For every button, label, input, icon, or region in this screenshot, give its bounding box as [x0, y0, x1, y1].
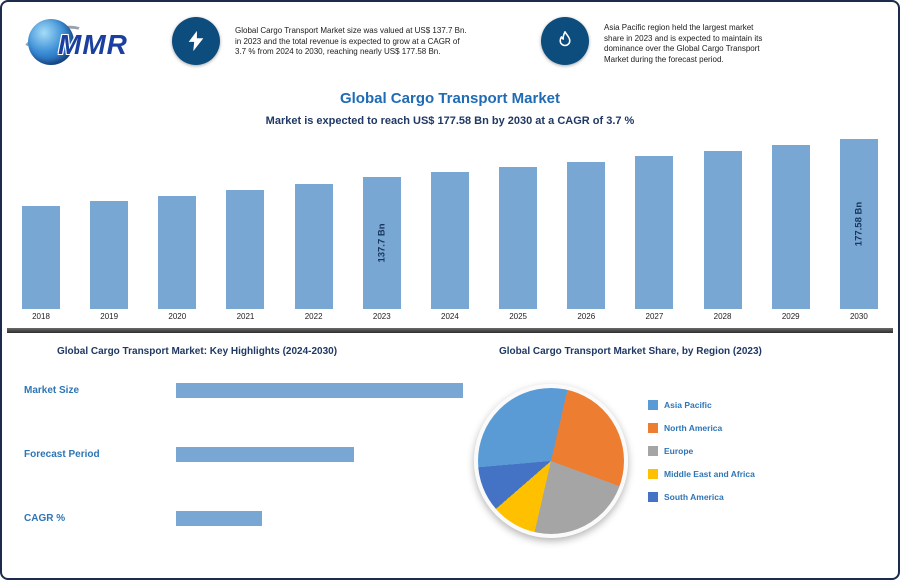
section-heading-right: Global Cargo Transport Market Share, by … — [499, 346, 762, 357]
bar-year-label: 2027 — [645, 312, 664, 321]
highlight-row: Forecast Period — [24, 446, 479, 462]
bar-year-label: 2021 — [236, 312, 255, 321]
bar — [158, 196, 197, 309]
fact1-line1: Global Cargo Transport Market size was v… — [235, 26, 467, 35]
fact2-line2: share in 2023 and is expected to maintai… — [604, 33, 763, 43]
mmr-logo: MMR — [15, 12, 160, 77]
bar-year-label: 2018 — [32, 312, 50, 321]
bar-column: 2029 — [771, 135, 810, 324]
bar-year-label: 2028 — [713, 312, 732, 321]
globe-icon — [28, 19, 74, 65]
highlights-bar-chart: Market Size Forecast Period CAGR % — [24, 382, 479, 574]
bar: 137.7 Bn — [362, 177, 401, 309]
bar — [226, 190, 265, 309]
pie-legend: Asia Pacific North America Europe Middle Ea… — [648, 400, 755, 515]
highlight-bar — [176, 382, 463, 398]
bar-column: 2028 — [703, 135, 742, 324]
logo-text: MMR — [58, 29, 128, 60]
flame-icon — [541, 17, 589, 65]
legend-label: Middle East and Africa — [664, 469, 755, 479]
highlight-row: Market Size — [24, 382, 479, 398]
bar-year-label: 2019 — [100, 312, 119, 321]
legend-label: Europe — [664, 446, 694, 456]
bar-year-label: 2026 — [577, 312, 596, 321]
bar-year-label: 2023 — [372, 312, 391, 321]
bar-column: 2027 — [635, 135, 674, 324]
bar-year-label: 2025 — [509, 312, 527, 321]
fact1-line3: 3.7 % from 2024 to 2030, reaching nearly… — [235, 47, 441, 56]
fact2-line1: Asia Pacific region held the largest mar… — [604, 23, 754, 32]
bar-column: 2022 — [294, 135, 333, 324]
highlight-label: Market Size — [24, 384, 80, 396]
highlight-row: CAGR % — [24, 510, 479, 526]
bar — [567, 162, 606, 309]
highlight-label: CAGR % — [24, 512, 66, 524]
page-title: Global Cargo Transport Market — [339, 90, 561, 107]
legend-swatch — [648, 400, 658, 410]
highlight-label: Forecast Period — [24, 448, 100, 460]
legend-label: Asia Pacific — [664, 400, 712, 410]
section-divider — [7, 328, 893, 333]
section-heading-left: Global Cargo Transport Market: Key Highl… — [57, 346, 338, 357]
legend-swatch — [648, 423, 658, 433]
bar-column: 137.7 Bn 2023 — [362, 135, 401, 324]
bar-column: 2020 — [158, 135, 197, 324]
bar-year-label: 2022 — [304, 312, 323, 321]
fact2-line4: Market during the forecast period. — [604, 54, 724, 64]
bar-column: 2019 — [90, 135, 129, 324]
lightning-glyph — [188, 30, 204, 52]
bar-value-label: 177.58 Bn — [853, 201, 865, 247]
legend-item: Middle East and Africa — [648, 469, 755, 479]
pie-chart — [474, 384, 628, 538]
bar-column: 2021 — [226, 135, 265, 324]
legend-item: North America — [648, 423, 755, 433]
fact2-line3: dominance over the Global Cargo Transpor… — [604, 44, 760, 53]
bar-column: 2018 — [22, 135, 60, 324]
fact-text-region: Asia Pacific region held the largest mar… — [604, 23, 870, 65]
flame-glyph — [559, 31, 571, 47]
bar — [635, 156, 674, 309]
bar: 177.58 Bn — [839, 139, 878, 309]
legend-swatch — [648, 446, 658, 456]
bar-chart: 2018 2019 2020 2021 2022 137.7 Bn 2023 2024 2025… — [22, 135, 878, 324]
legend-label: North America — [664, 423, 723, 433]
legend-item: South America — [648, 492, 755, 502]
bar — [22, 206, 60, 309]
bar — [703, 151, 742, 309]
bar — [90, 201, 129, 309]
lightning-icon — [172, 17, 220, 65]
bar — [430, 172, 469, 309]
legend-item: Europe — [648, 446, 755, 456]
bar-column: 177.58 Bn 2030 — [839, 135, 878, 324]
bar-year-label: 2024 — [441, 312, 459, 321]
bar-year-label: 2030 — [849, 312, 868, 321]
bar-column: 2024 — [430, 135, 469, 324]
bar — [499, 167, 538, 309]
highlight-bar — [176, 510, 262, 526]
fact-text-market-size: Global Cargo Transport Market size was v… — [235, 26, 503, 58]
bar-value-label: 137.7 Bn — [376, 223, 388, 263]
bar — [771, 145, 810, 309]
legend-swatch — [648, 469, 658, 479]
page-subtitle: Market is expected to reach US$ 177.58 B… — [265, 115, 635, 127]
bar-column: 2026 — [567, 135, 606, 324]
legend-item: Asia Pacific — [648, 400, 755, 410]
bar-year-label: 2020 — [168, 312, 187, 321]
bar — [294, 184, 333, 309]
legend-label: South America — [664, 492, 724, 502]
legend-swatch — [648, 492, 658, 502]
fact1-line2: in 2023 and the total revenue is expecte… — [235, 36, 460, 46]
highlight-bar — [176, 446, 354, 462]
bar-column: 2025 — [499, 135, 538, 324]
bar-year-label: 2029 — [781, 312, 800, 321]
